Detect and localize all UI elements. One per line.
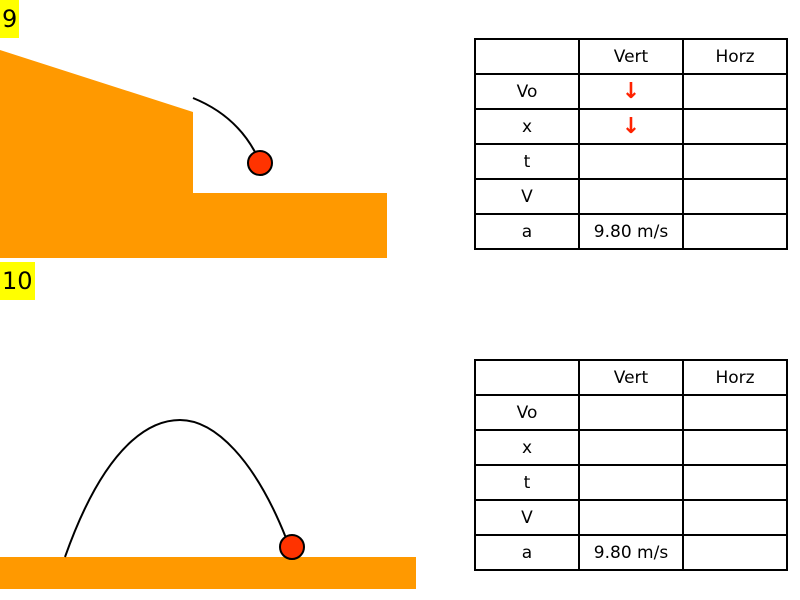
- row-label: x: [474, 429, 580, 466]
- table-row: t: [474, 464, 788, 501]
- row-label: a: [474, 534, 580, 571]
- cell: [682, 499, 788, 536]
- header-cell: Vert: [578, 38, 684, 75]
- row-label: Vo: [474, 73, 580, 110]
- cell: [682, 464, 788, 501]
- row-label: V: [474, 499, 580, 536]
- row-label: V: [474, 178, 580, 215]
- table-row: t: [474, 143, 788, 180]
- header-cell: Vert: [578, 359, 684, 396]
- table-row: V: [474, 499, 788, 536]
- cell: [578, 178, 684, 215]
- cell: 9.80 m/s: [578, 213, 684, 250]
- ball-10: [279, 534, 305, 560]
- table-problem-10: Vert Horz Vo x t V a 9.80 m/s: [474, 359, 788, 571]
- table-header-row: Vert Horz: [474, 359, 788, 396]
- row-label: t: [474, 464, 580, 501]
- problem-number-9: 9: [0, 0, 20, 38]
- row-label: x: [474, 108, 580, 145]
- row-label: Vo: [474, 394, 580, 431]
- cell: [682, 394, 788, 431]
- cell: [682, 429, 788, 466]
- table-row: Vo ↓: [474, 73, 788, 110]
- cell: [682, 73, 788, 110]
- cell: [578, 143, 684, 180]
- row-label: a: [474, 213, 580, 250]
- cell: [578, 394, 684, 431]
- table-row: x: [474, 429, 788, 466]
- table-row: a 9.80 m/s: [474, 213, 788, 250]
- cell: [682, 108, 788, 145]
- down-arrow-icon: ↓: [578, 73, 684, 110]
- down-arrow-icon: ↓: [578, 108, 684, 145]
- cell: [578, 464, 684, 501]
- ground-10: [0, 557, 416, 589]
- header-cell: Horz: [682, 38, 788, 75]
- trajectory-9: [192, 97, 256, 153]
- table-row: a 9.80 m/s: [474, 534, 788, 571]
- table-problem-9: Vert Horz Vo ↓ x ↓ t V a 9.80 m/s: [474, 38, 788, 250]
- table-row: Vo: [474, 394, 788, 431]
- header-cell: [474, 359, 580, 396]
- header-cell: Horz: [682, 359, 788, 396]
- cell: [682, 178, 788, 215]
- table-header-row: Vert Horz: [474, 38, 788, 75]
- cliff-ground-9: [0, 50, 387, 258]
- header-cell: [474, 38, 580, 75]
- ball-9: [247, 150, 273, 176]
- cell: [578, 429, 684, 466]
- cell: [682, 213, 788, 250]
- problem-number-10: 10: [0, 262, 35, 300]
- cell: [578, 499, 684, 536]
- table-row: V: [474, 178, 788, 215]
- cell: 9.80 m/s: [578, 534, 684, 571]
- row-label: t: [474, 143, 580, 180]
- cell: [682, 143, 788, 180]
- trajectory-10: [64, 418, 287, 558]
- table-row: x ↓: [474, 108, 788, 145]
- cell: [682, 534, 788, 571]
